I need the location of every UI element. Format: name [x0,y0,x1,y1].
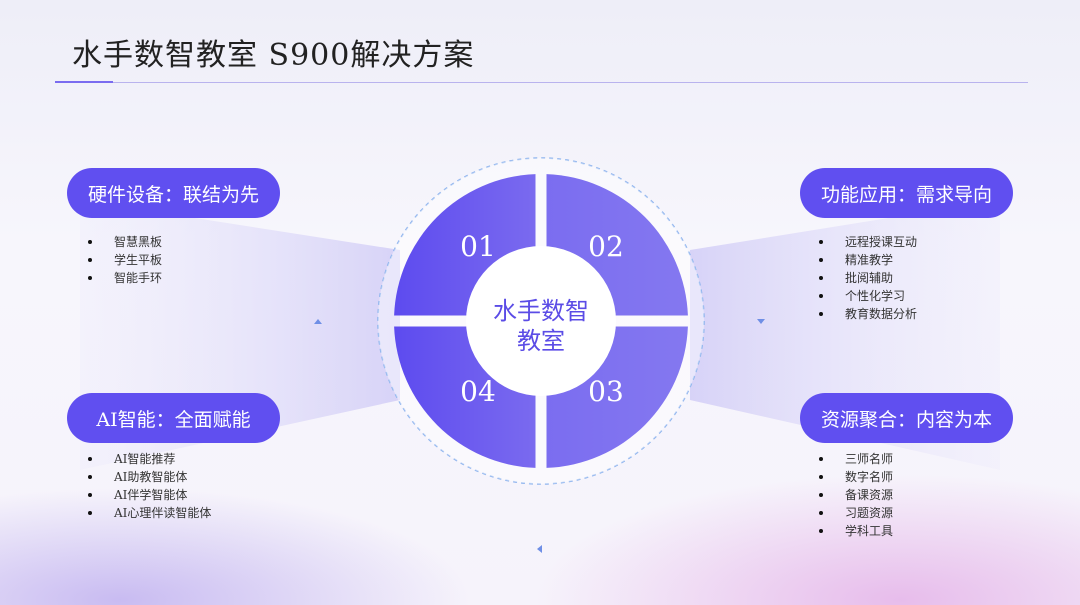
title-divider [55,82,1028,83]
function-list: 远程授课互动 精准教学 批阅辅助 个性化学习 教育数据分析 [817,233,917,323]
section-heading-function: 功能应用：需求导向 [800,168,1013,218]
list-item: 三师名师 [817,450,893,468]
list-item: AI助教智能体 [86,468,211,486]
triangle-up-icon [314,319,322,324]
list-item: AI智能推荐 [86,450,211,468]
resource-list: 三师名师 数字名师 备课资源 习题资源 学科工具 [817,450,893,540]
list-item: 学生平板 [86,251,162,269]
triangle-down-icon [757,319,765,324]
triangle-left-icon [537,545,542,553]
dashed-ring [377,157,705,485]
section-heading-resource: 资源聚合：内容为本 [800,393,1013,443]
list-item: 个性化学习 [817,287,917,305]
list-item: 备课资源 [817,486,893,504]
section-heading-hardware: 硬件设备：联结为先 [67,168,280,218]
list-item: 数字名师 [817,468,893,486]
center-hub [466,246,616,396]
center-label-line2: 教室 [517,327,565,355]
section-heading-ai: AI智能：全面赋能 [67,393,280,443]
hardware-list: 智慧黑板 学生平板 智能手环 [86,233,162,287]
list-item: 智慧黑板 [86,233,162,251]
list-item: 教育数据分析 [817,305,917,323]
title-divider-accent [55,81,113,83]
center-label-line1: 水手数智 [493,297,589,325]
list-item: 智能手环 [86,269,162,287]
list-item: 习题资源 [817,504,893,522]
page-title: 水手数智教室 S900解决方案 [72,38,475,73]
quadrant-label-03: 03 [588,375,624,408]
center-diagram: 01 02 03 04 水手数智 教室 [377,157,705,485]
list-item: 远程授课互动 [817,233,917,251]
list-item: 批阅辅助 [817,269,917,287]
list-item: AI伴学智能体 [86,486,211,504]
quadrant-label-04: 04 [460,375,496,408]
list-item: 学科工具 [817,522,893,540]
list-item: 精准教学 [817,251,917,269]
quadrant-label-02: 02 [588,230,624,263]
ai-list: AI智能推荐 AI助教智能体 AI伴学智能体 AI心理伴读智能体 [86,450,211,522]
quadrant-label-01: 01 [460,230,496,263]
list-item: AI心理伴读智能体 [86,504,211,522]
